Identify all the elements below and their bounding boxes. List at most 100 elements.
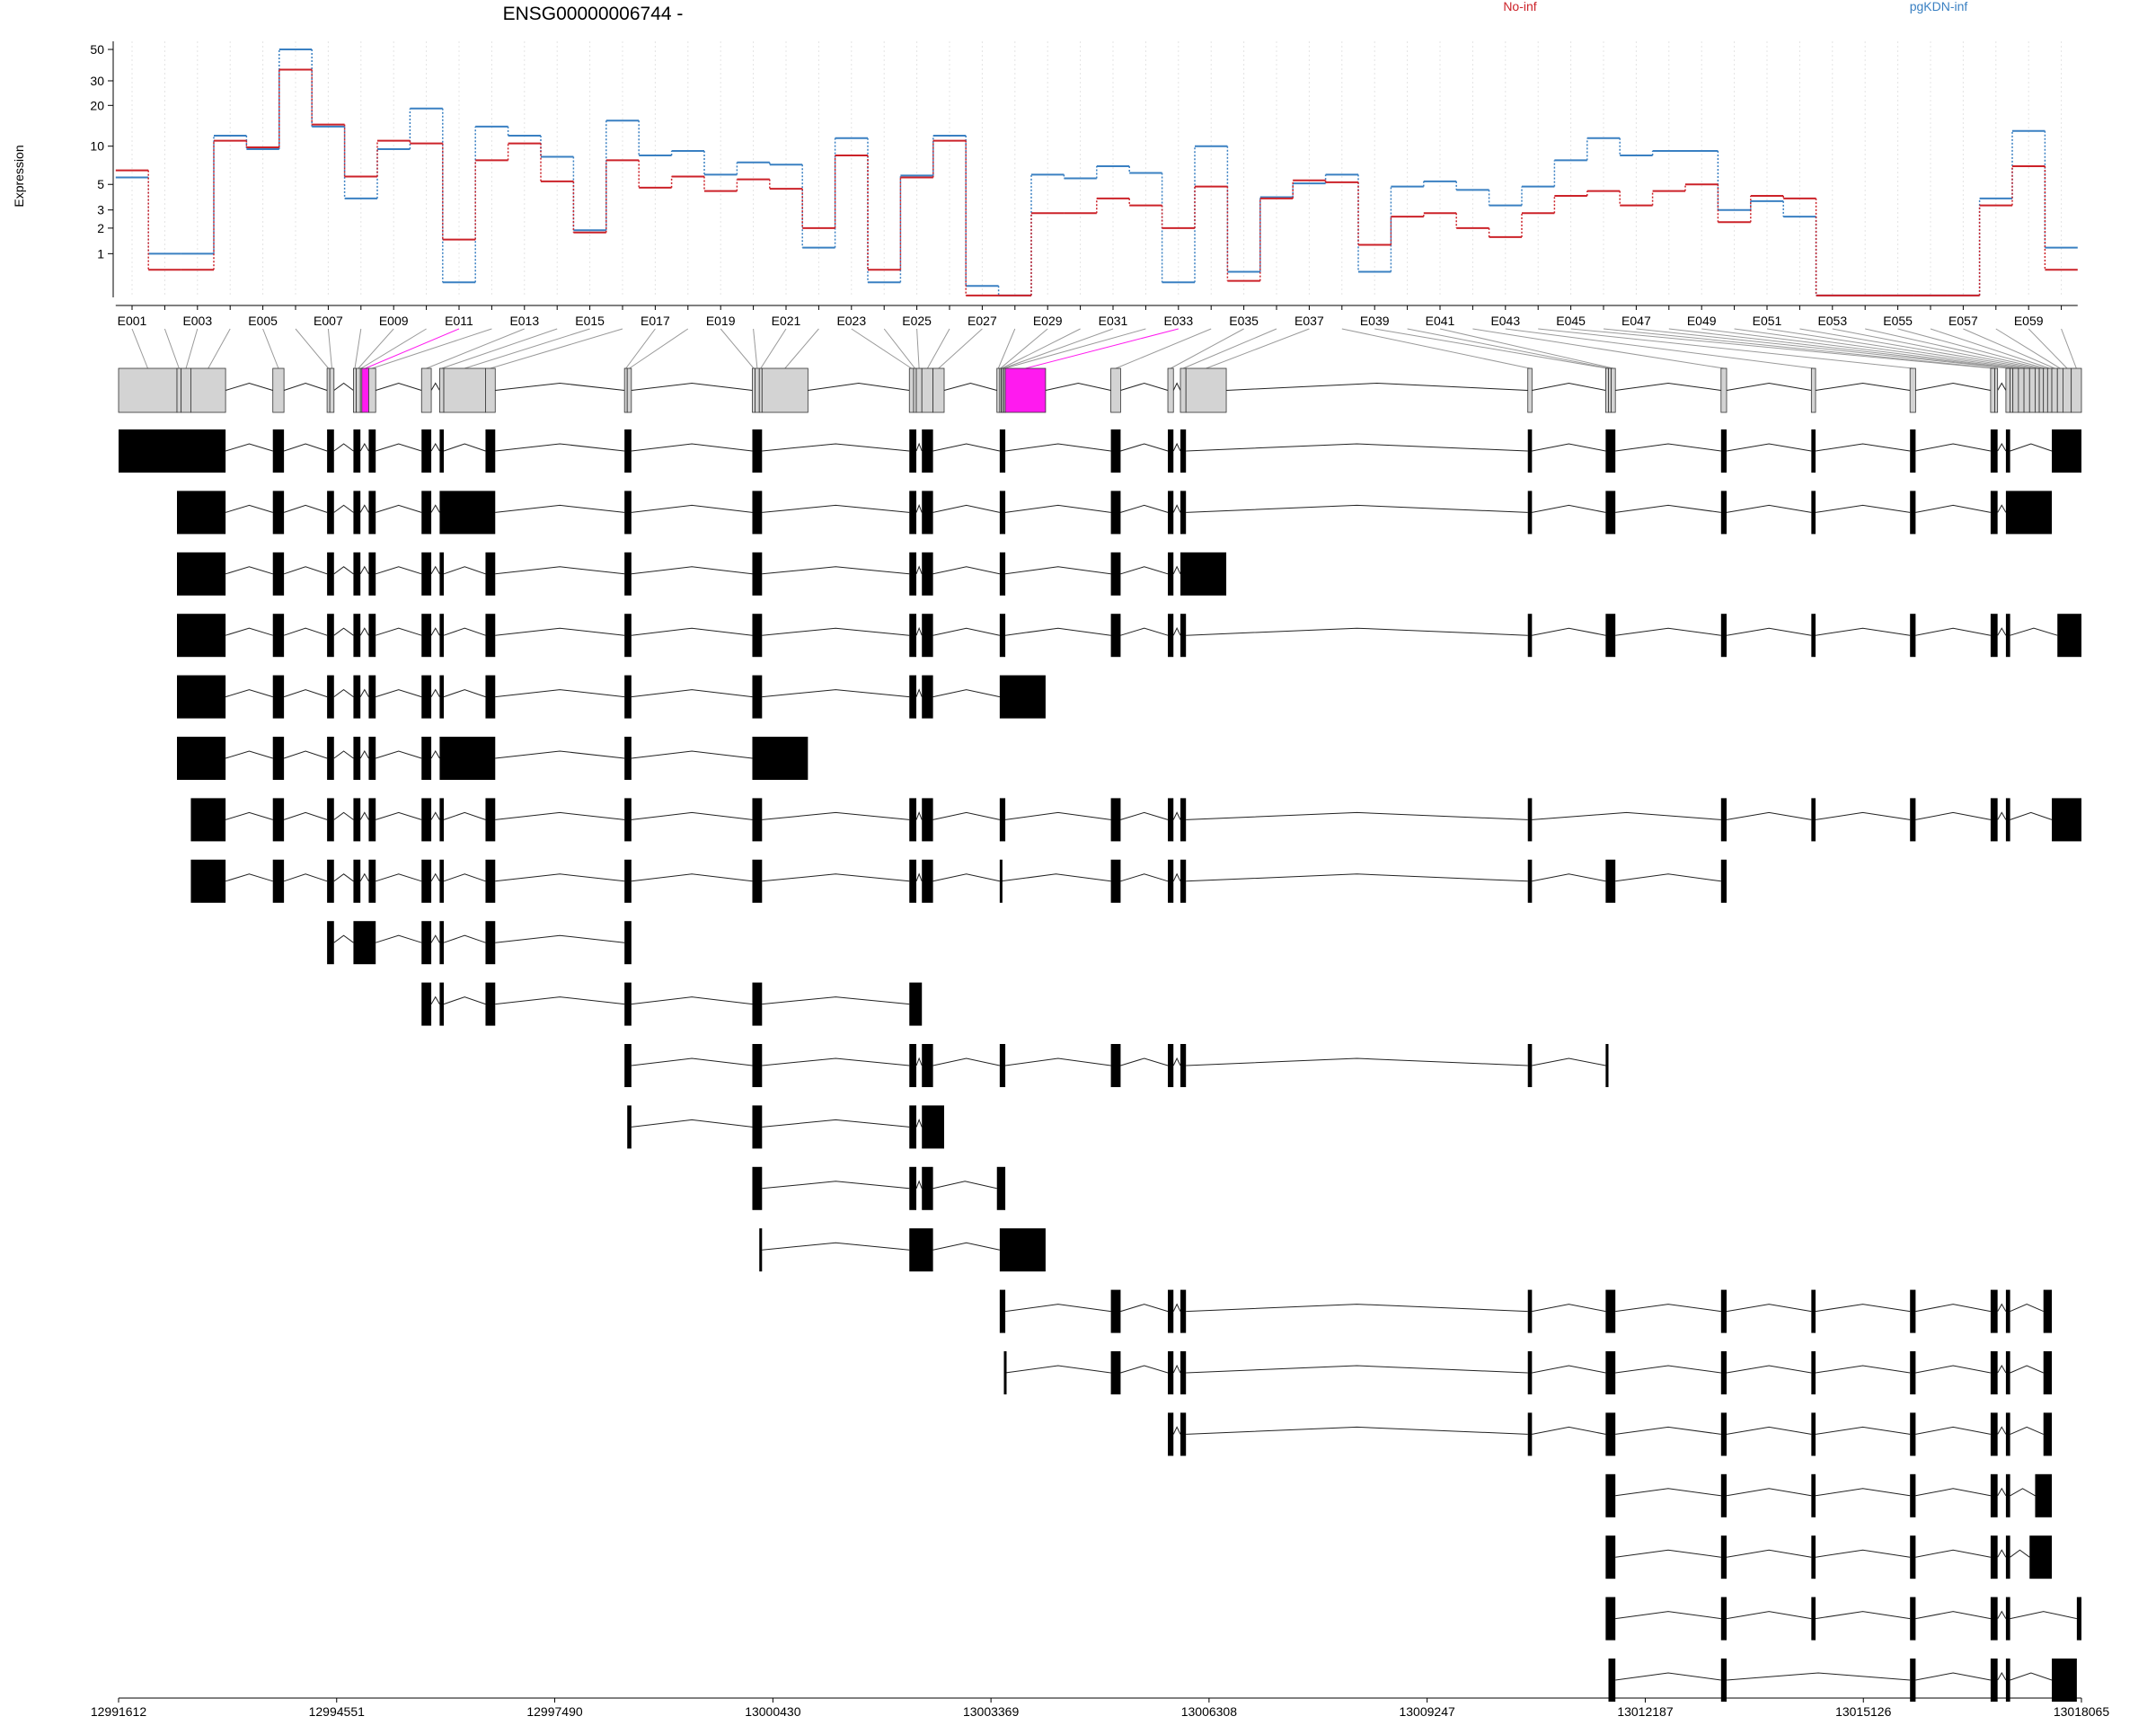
transcript-exon <box>1180 859 1187 903</box>
exon-bin <box>2063 367 2072 413</box>
transcript-exon <box>1168 1044 1174 1087</box>
transcript-exon <box>190 859 226 903</box>
x-tick-label: E029 <box>1033 314 1063 328</box>
bin-intron <box>1045 382 1111 391</box>
exon-link <box>1799 328 2033 369</box>
transcript-exon <box>368 491 376 535</box>
transcript-exon <box>909 1105 917 1149</box>
transcript-intron <box>1532 504 1606 513</box>
transcript-intron <box>1172 442 1181 452</box>
exon-link <box>490 328 623 369</box>
exon-link <box>464 328 590 369</box>
transcript-exon <box>1180 1412 1187 1456</box>
transcript-intron <box>1915 1365 1991 1374</box>
exon-link <box>185 328 199 369</box>
x-tick-label: E001 <box>118 314 147 328</box>
transcript-intron <box>359 872 369 882</box>
transcript-intron <box>376 873 422 882</box>
x-tick-label: E059 <box>2014 314 2044 328</box>
transcript-intron <box>1120 1365 1169 1374</box>
transcript-exon <box>1527 798 1533 842</box>
transcript-exon <box>2052 798 2081 842</box>
transcript-exon <box>752 552 763 596</box>
transcript-exon <box>1990 1289 1998 1333</box>
transcript-exon <box>353 859 361 903</box>
transcript-exon <box>485 921 496 965</box>
transcript-intron <box>430 995 440 1004</box>
x-tick-label: 13006308 <box>1181 1704 1238 1719</box>
transcript-intron <box>2010 1304 2044 1313</box>
transcript-intron <box>1186 443 1528 452</box>
transcript-exon <box>2043 1412 2053 1456</box>
exon-link <box>629 328 689 369</box>
transcript-intron <box>359 688 369 697</box>
transcript-exon <box>1110 429 1121 473</box>
exon-bin <box>1608 367 1612 413</box>
transcript-exon <box>421 675 432 719</box>
transcript-intron <box>1186 873 1528 882</box>
transcript-intron <box>376 750 422 759</box>
transcript-exon <box>909 429 917 473</box>
transcript-intron <box>1997 1303 2007 1312</box>
transcript-exon <box>177 614 226 658</box>
x-tick-label: E045 <box>1556 314 1586 328</box>
transcript-exon <box>1811 1597 1816 1641</box>
transcript-intron <box>333 688 354 698</box>
transcript-intron <box>1532 1365 1606 1374</box>
transcript-intron <box>1615 1426 1721 1435</box>
transcript-exon <box>1003 1351 1007 1394</box>
exon-bin <box>190 367 226 413</box>
transcript-intron <box>1004 811 1111 820</box>
transcript-exon <box>1527 614 1533 658</box>
bin-intron <box>1815 382 1911 391</box>
transcript-intron <box>1615 1365 1721 1374</box>
transcript-exon <box>1110 1289 1121 1333</box>
transcript-intron <box>1815 504 1911 513</box>
transcript-intron <box>430 934 440 943</box>
transcript-exon <box>1720 1289 1727 1333</box>
exon-bin <box>2043 367 2048 413</box>
exon-link <box>208 328 231 369</box>
transcript-intron <box>2010 1672 2053 1681</box>
transcript-exon <box>1168 614 1174 658</box>
transcript-exon <box>353 921 376 965</box>
transcript-intron <box>932 443 1000 452</box>
transcript-intron <box>1532 1426 1606 1435</box>
bin-intron <box>1120 382 1169 391</box>
transcript-exon <box>1811 429 1816 473</box>
transcript-exon <box>1180 1289 1187 1333</box>
transcript-exon <box>1110 491 1121 535</box>
transcript-exon <box>999 491 1006 535</box>
transcript-exon <box>1110 798 1121 842</box>
exon-bin <box>932 367 945 413</box>
transcript-exon <box>119 429 226 473</box>
transcript-exon <box>439 675 445 719</box>
transcript-intron <box>1615 1304 1721 1313</box>
transcript-exon <box>421 859 432 903</box>
transcript-exon <box>1811 1351 1816 1394</box>
transcript-intron <box>359 443 369 452</box>
transcript-intron <box>1815 811 1911 820</box>
transcript-intron <box>1186 1426 1528 1435</box>
transcript-intron <box>915 1057 923 1066</box>
transcript-exon <box>1180 552 1227 596</box>
transcript-exon <box>1910 798 1916 842</box>
exon-bin <box>752 367 755 413</box>
transcript-intron <box>495 873 625 882</box>
y-tick-label: 5 <box>97 177 104 191</box>
transcript-exon <box>1990 614 1998 658</box>
transcript-exon <box>368 429 376 473</box>
transcript-intron <box>932 873 1000 882</box>
transcript-exon <box>909 859 917 903</box>
transcript-intron <box>1172 1364 1181 1374</box>
exon-link <box>1701 328 2016 369</box>
exon-bin <box>439 367 445 413</box>
exon-link <box>1505 328 1814 369</box>
exon-link <box>1170 328 1244 369</box>
transcript-intron <box>376 811 422 820</box>
transcript-intron <box>932 627 1000 636</box>
y-tick-label: 30 <box>90 74 104 88</box>
transcript-exon <box>624 552 632 596</box>
transcript-exon <box>2005 1412 2010 1456</box>
